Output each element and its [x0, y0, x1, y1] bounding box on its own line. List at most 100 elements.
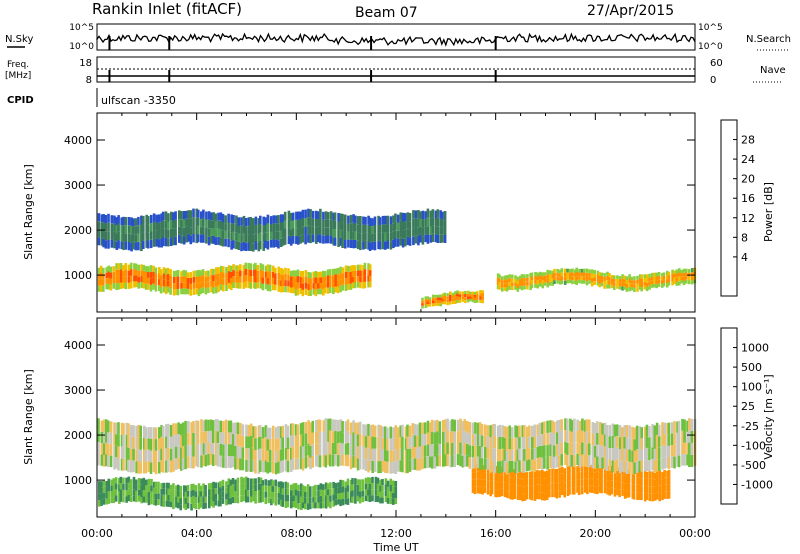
velocity-cell-1300 [408, 460, 412, 472]
velocity-cell-446 [374, 483, 378, 490]
power-cell-499 [456, 290, 459, 294]
velocity-cell-1170 [327, 430, 330, 442]
power-cell-1026 [200, 219, 203, 228]
velocity-cell-1250 [377, 436, 380, 449]
power-cell-1398 [431, 217, 435, 226]
velocity-cell-1614 [603, 434, 607, 447]
velocity-cell-1622 [608, 436, 611, 448]
velocity-cell-1369 [451, 443, 454, 455]
velocity-cell-295 [279, 481, 283, 488]
power-cell-1329 [389, 232, 393, 242]
velocity-cell-110 [165, 488, 169, 495]
power-cell-304 [287, 286, 290, 293]
velocity-cell-912 [166, 459, 170, 472]
velocity-ytick-label-1: 2000 [64, 429, 92, 442]
power-cell-407 [349, 265, 353, 272]
velocity-cell-655 [577, 464, 581, 472]
power-cell-1145 [275, 231, 278, 240]
power-cell-1369 [414, 226, 418, 236]
velocity-cell-852 [130, 460, 133, 473]
power-cell-52 [129, 282, 133, 289]
velocity-cell-995 [216, 419, 220, 432]
velocity-cell-1005 [224, 444, 228, 457]
velocity-cell-1340 [433, 456, 437, 469]
velocity-cell-1135 [304, 421, 308, 434]
velocity-cell-312 [292, 501, 296, 508]
velocity-cell-1237 [369, 447, 373, 460]
velocity-cell-1217 [356, 446, 360, 459]
velocity-cell-1317 [418, 446, 422, 459]
power-cell-819 [667, 271, 671, 276]
velocity-cell-1566 [573, 430, 576, 443]
velocity-cell-273 [267, 491, 271, 498]
velocity-cell-277 [270, 492, 273, 499]
velocity-cell-40 [122, 496, 125, 503]
power-cell-701 [596, 278, 600, 282]
power-cell-19 [107, 265, 110, 272]
power-cell-677 [580, 276, 584, 281]
power-cell-298 [281, 274, 284, 281]
velocity-cell-788 [663, 491, 666, 499]
power-cell-344 [312, 288, 315, 295]
velocity-cell-318 [294, 489, 298, 496]
velocity-cell-137 [182, 496, 186, 503]
power-cell-655 [566, 268, 569, 273]
power-cell-1403 [434, 210, 438, 219]
velocity-cell-576 [530, 493, 534, 501]
power-cell-528 [475, 299, 479, 303]
power-cell-752 [628, 287, 631, 292]
power-cell-983 [172, 212, 175, 221]
power-cell-995 [180, 211, 183, 220]
power-cell-1247 [337, 213, 340, 222]
power-cell-684 [585, 281, 589, 286]
velocity-cell-1679 [643, 426, 647, 438]
velocity-cell-1152 [317, 455, 320, 467]
power-cell-131 [176, 270, 180, 277]
velocity-cb-frame [720, 327, 738, 505]
velocity-cell-905 [162, 449, 165, 461]
velocity-cell-1275 [392, 427, 395, 439]
power-cell-486 [449, 294, 452, 298]
power-cell-749 [625, 284, 629, 288]
velocity-cell-257 [257, 490, 261, 497]
power-cell-408 [351, 282, 355, 289]
velocity-cell-972 [204, 454, 208, 467]
velocity-cell-528 [500, 488, 504, 497]
velocity-cell-1727 [673, 421, 676, 433]
velocity-cell-418 [356, 484, 360, 491]
velocity-cell-844 [125, 458, 129, 471]
velocity-cell-1164 [324, 455, 328, 468]
velocity-cell-1411 [476, 422, 480, 434]
power-cell-147 [186, 272, 190, 278]
velocity-cell-172 [204, 502, 207, 509]
power-cell-512 [467, 299, 470, 303]
power-cell-1209 [315, 227, 318, 236]
velocity-cell-891 [152, 427, 156, 439]
power-cell-383 [334, 268, 338, 275]
power-cell-163 [197, 270, 201, 277]
velocity-cell-1082 [272, 437, 275, 450]
power-cell-984 [174, 236, 177, 246]
velocity-cell-721 [621, 482, 624, 490]
velocity-cell-1524 [549, 456, 552, 469]
power-cell-423 [359, 264, 362, 271]
power-cell-1112 [254, 241, 258, 250]
velocity-cell-1236 [369, 459, 373, 471]
power-cell-838 [680, 273, 683, 277]
velocity-cell-508 [489, 488, 492, 497]
power-cell-899 [120, 217, 123, 226]
velocity-cell-1516 [543, 456, 546, 469]
velocity-cell-520 [495, 489, 499, 498]
power-cell-582 [520, 278, 524, 283]
velocity-cell-334 [304, 492, 307, 498]
power-cell-946 [149, 223, 153, 232]
velocity-cell-287 [274, 479, 277, 487]
power-cell-41 [122, 276, 125, 283]
velocity-cell-1255 [379, 425, 382, 438]
power-cell-123 [172, 270, 176, 277]
power-cell-325 [299, 282, 303, 289]
date-label: 27/Apr/2015 [587, 3, 674, 19]
power-cell-1218 [319, 217, 322, 226]
power-cell-1019 [195, 208, 198, 218]
power-cell-1055 [217, 212, 220, 221]
